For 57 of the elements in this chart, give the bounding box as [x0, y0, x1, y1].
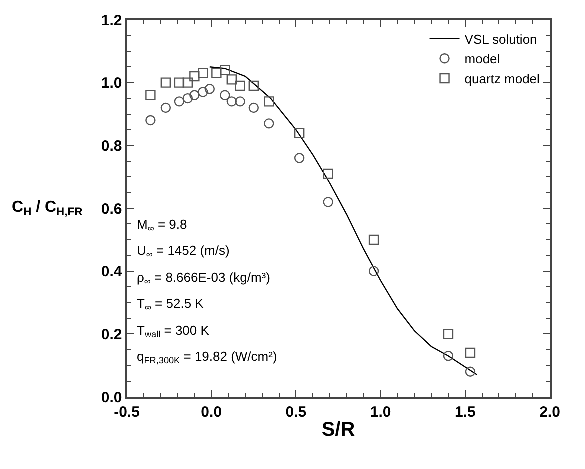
x-tick-label: 1.5 [454, 404, 476, 421]
point [190, 71, 200, 82]
y-tick-label: 0.0 [101, 389, 122, 406]
point [323, 168, 334, 180]
annotation: q$_{FR,300K}$ = 19.82 (W/cm²) [137, 349, 278, 366]
point [264, 118, 274, 129]
point [248, 80, 259, 92]
x-tick-label: 2.0 [540, 404, 560, 421]
point [204, 84, 216, 94]
point [465, 366, 476, 377]
legend-label: VSL solution [464, 32, 538, 47]
point [190, 90, 200, 100]
x-tick-label: -0.5 [114, 404, 140, 421]
point [235, 96, 246, 107]
y-tick-label: 0.4 [101, 264, 123, 281]
point [160, 78, 172, 88]
point [368, 266, 380, 276]
y-tick-label: 1.0 [101, 75, 122, 92]
point [174, 78, 185, 88]
x-tick-label: 0.5 [286, 404, 307, 421]
point [146, 90, 156, 100]
y-tick-label: 1.2 [101, 12, 122, 30]
legend-label: model [464, 52, 500, 67]
annotation: ρ$_{∞}$ = 8.666E-03 (kg/m³) [137, 270, 270, 287]
point [220, 90, 230, 100]
point [160, 102, 172, 114]
point [294, 153, 305, 164]
x-tick-label: 1.0 [370, 404, 392, 421]
point [294, 128, 305, 138]
y-tick-label: 0.2 [101, 326, 122, 344]
point [174, 96, 185, 107]
x-tick-label: 0.0 [201, 404, 222, 421]
point [226, 74, 237, 85]
point [465, 348, 476, 358]
legend-label: quartz model [464, 72, 540, 87]
x-axis-title: S/R [322, 418, 356, 441]
annotation: U$_{∞}$ = 1452 (m/s) [137, 243, 230, 260]
point [323, 197, 334, 208]
point [198, 68, 208, 79]
point [182, 93, 194, 104]
y-axis-title: C$_{H}$ / C$_{H,FR}$ [12, 199, 83, 218]
point [235, 80, 246, 92]
point [212, 68, 222, 79]
annotation: M$_{∞}$ = 9.8 [137, 217, 188, 234]
point [182, 78, 194, 88]
annotation: T$_{∞}$ = 52.5 K [137, 296, 204, 313]
annotation: T$_{wall}$ = 300 K [137, 323, 210, 340]
point [198, 87, 208, 98]
point [368, 234, 380, 246]
point [264, 96, 274, 107]
point [443, 351, 454, 362]
y-tick-label: 0.6 [101, 200, 122, 218]
point [248, 102, 259, 114]
point [220, 65, 230, 76]
point [443, 329, 454, 340]
y-tick-label: 0.8 [101, 138, 122, 155]
point [146, 115, 156, 126]
